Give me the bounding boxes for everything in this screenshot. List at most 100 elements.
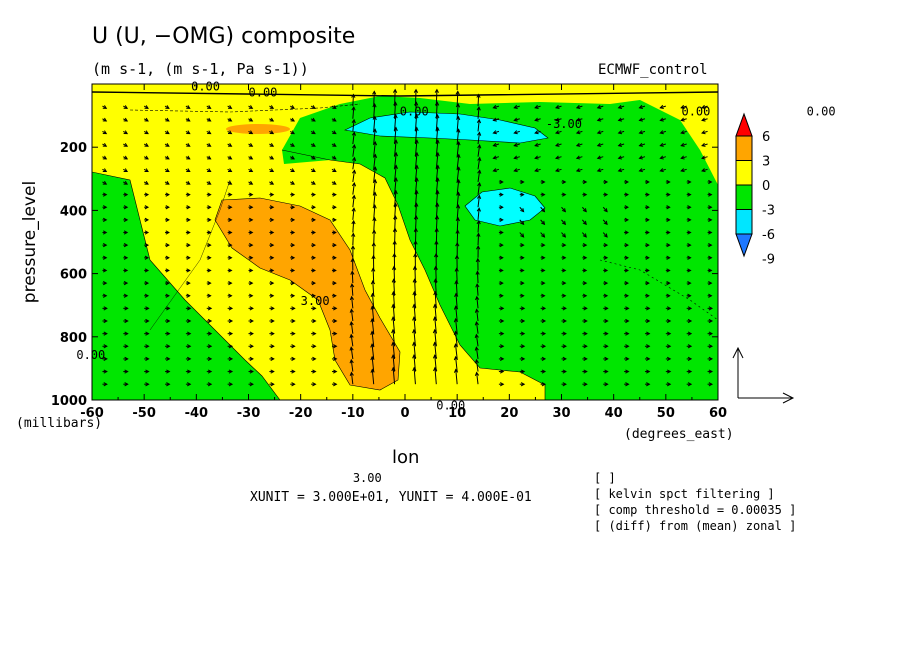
wind-arrow-head: [475, 295, 480, 301]
wind-arrow-head: [332, 117, 337, 122]
wind-arrow-head: [603, 280, 609, 286]
wind-arrow-shaft: [456, 91, 459, 107]
wind-arrow-head: [166, 382, 171, 387]
contour-label: 0.00: [681, 105, 710, 119]
wind-arrow-head: [270, 306, 275, 311]
wind-arrow-head: [645, 268, 650, 273]
wind-arrow-head: [291, 306, 296, 311]
wind-arrow-head: [541, 268, 546, 273]
wind-arrow-head: [555, 168, 560, 173]
wind-arrow-head: [604, 318, 609, 324]
wind-arrow-head: [562, 344, 567, 349]
wind-arrow-head: [290, 268, 296, 273]
wind-arrow-head: [332, 255, 337, 260]
wind-arrow-head: [312, 318, 317, 324]
wind-arrow-head: [351, 93, 356, 98]
wind-arrow-head: [290, 142, 295, 147]
wind-arrow-head: [513, 130, 518, 135]
wind-arrow-head: [499, 356, 505, 362]
wind-arrow-shaft: [475, 334, 479, 347]
wind-arrow-head: [583, 318, 588, 324]
wind-arrow-head: [248, 142, 254, 147]
y-axis-label: pressure_level: [20, 180, 40, 304]
wind-arrow-head: [499, 306, 505, 311]
wind-arrow-head: [455, 90, 460, 95]
colorbar-label: -6: [762, 228, 775, 243]
wind-arrow-shaft: [456, 104, 459, 119]
wind-arrow-shaft: [455, 344, 458, 359]
wind-arrow-head: [333, 344, 338, 349]
wind-arrow-head: [687, 255, 692, 260]
wind-arrow-head: [393, 202, 398, 207]
wind-arrow-head: [186, 192, 191, 197]
wind-arrow-head: [541, 192, 546, 197]
wind-arrow-head: [145, 318, 150, 324]
wind-arrow-head: [102, 155, 108, 160]
wind-arrow-head: [596, 104, 602, 109]
wind-arrow-head: [123, 142, 129, 147]
wind-arrow-head: [659, 117, 664, 122]
wind-arrow-head: [269, 230, 275, 235]
wind-arrow-head: [474, 333, 479, 339]
wind-arrow-head: [103, 369, 108, 374]
x-tick-label: 0: [400, 406, 409, 421]
wind-arrow-shaft: [456, 167, 460, 183]
wind-arrow-head: [708, 331, 714, 336]
y-tick-label: 400: [60, 204, 87, 219]
wind-arrow-head: [249, 230, 254, 235]
contour-label: 3.00: [301, 294, 330, 308]
wind-arrow-head: [583, 356, 588, 362]
wind-arrow-shaft: [477, 157, 481, 170]
y-tick-label: 1000: [51, 394, 87, 409]
wind-arrow-head: [582, 268, 588, 273]
wind-arrow-head: [624, 243, 629, 248]
wind-arrow-head: [638, 130, 643, 135]
wind-arrow-head: [582, 192, 588, 197]
wind-arrow-head: [583, 306, 588, 311]
wind-arrow-head: [165, 117, 170, 122]
wind-arrow-head: [499, 331, 505, 336]
wind-arrow-head: [144, 105, 149, 109]
wind-arrow-shaft: [455, 331, 458, 347]
wind-arrow-head: [207, 255, 212, 260]
wind-arrow-head: [165, 255, 170, 260]
wind-arrow-head: [541, 306, 547, 311]
wind-arrow-head: [269, 293, 275, 298]
contour-label: 3.00: [353, 471, 382, 485]
wind-arrow-head: [603, 268, 609, 273]
wind-arrow-head: [513, 117, 518, 122]
wind-arrow-head: [144, 255, 150, 260]
wind-arrow-head: [435, 189, 440, 195]
wind-arrow-head: [456, 191, 461, 196]
wind-arrow-head: [186, 356, 192, 362]
wind-arrow-shaft: [477, 233, 480, 246]
wind-arrow-head: [701, 155, 706, 160]
wind-arrow-head: [582, 293, 588, 298]
wind-arrow-head: [562, 318, 567, 324]
wind-arrow-head: [604, 369, 609, 374]
wind-arrow-shaft: [456, 192, 460, 208]
wind-arrow-head: [186, 142, 191, 147]
wind-arrow-head: [520, 369, 526, 374]
wind-arrow-head: [666, 205, 671, 210]
wind-arrow-head: [186, 255, 191, 260]
x-tick-label: 10: [448, 406, 466, 421]
wind-arrow-head: [165, 192, 170, 197]
wind-arrow-head: [687, 230, 692, 235]
wind-arrow-head: [290, 105, 295, 109]
wind-arrow-head: [207, 356, 213, 362]
wind-arrow-head: [645, 192, 650, 197]
wind-arrow-head: [453, 317, 459, 323]
wind-arrow-shaft: [352, 119, 355, 132]
wind-arrow-head: [207, 268, 212, 273]
wind-arrow-head: [435, 113, 440, 119]
wind-arrow-head: [646, 344, 651, 349]
wind-arrow-head: [434, 252, 439, 258]
wind-arrow-head: [638, 155, 643, 160]
wind-arrow-head: [434, 101, 440, 106]
wind-arrow-head: [123, 130, 129, 135]
wind-arrow-head: [144, 130, 149, 135]
wind-arrow-shaft: [371, 306, 375, 322]
wind-arrow-head: [291, 331, 296, 336]
wind-arrow-shaft: [456, 179, 460, 195]
